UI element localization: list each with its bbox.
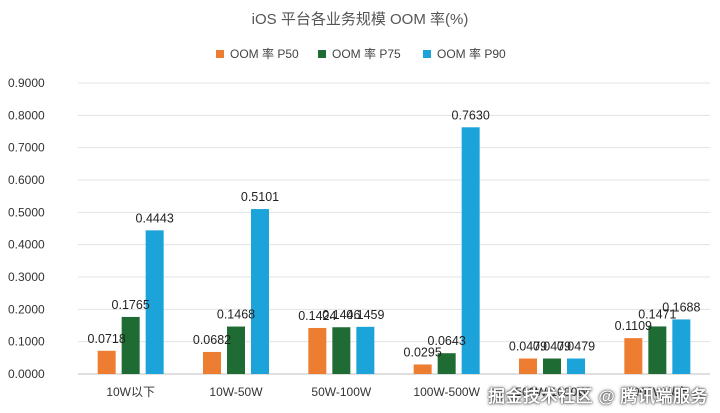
legend-swatch [423,50,431,58]
bar [227,326,245,374]
gridlines [78,82,710,375]
bar [648,326,667,374]
data-label: 0.7630 [452,108,490,122]
legend-item: OOM 率 P50 [216,46,299,61]
y-tick-label: 0.3000 [8,270,45,284]
chart-legend: OOM 率 P50 OOM 率 P75 OOM 率 P90 [216,46,506,61]
legend-item: OOM 率 P75 [318,46,401,61]
data-label: 0.1424 [298,309,336,323]
category-label: 2000W以上 [626,385,688,399]
y-tick-label: 0.4000 [8,238,45,252]
bar [543,358,561,374]
category-label: 10W-50W [209,385,263,399]
bar [437,353,456,374]
data-label: 0.4443 [136,211,174,225]
chart-title: iOS 平台各业务规模 OOM 率(%) [252,11,469,28]
y-tick-label: 0.0000 [8,367,45,381]
data-label: 0.0479 [533,340,571,354]
category-label: 100W-500W [413,385,480,399]
y-tick-label: 0.7000 [8,141,45,155]
data-labels: 0.0718 0.1765 0.4443 0.0682 0.1468 0.5101 0.14… [88,108,701,359]
bar [145,230,164,374]
legend-label: OOM 率 P90 [437,46,506,61]
y-tick-label: 0.5000 [8,205,45,219]
bar [203,351,221,374]
y-tick-label: 0.1000 [8,335,45,349]
x-axis-categories: 10W以下 10W-50W 50W-100W 100W-500W 500W-1000W 2… [106,385,688,399]
data-label: 0.0479 [509,340,547,354]
bar [624,338,643,374]
data-label: 0.1468 [217,308,255,322]
bar [121,316,140,374]
bar [332,327,351,374]
y-tick-label: 0.8000 [8,108,45,122]
data-label: 0.1471 [638,307,676,321]
data-label: 0.0718 [88,332,126,346]
y-tick-label: 0.2000 [8,302,45,316]
bars-group [97,127,691,375]
data-label: 0.0682 [193,333,231,347]
data-label: 0.0479 [557,340,595,354]
legend-label: OOM 率 P50 [230,46,299,61]
legend-swatch [318,50,326,58]
bar [461,127,480,375]
watermark-text: 掘金技术社区 @ 腾讯端服务 [487,387,708,406]
y-tick-label: 0.6000 [8,173,45,187]
data-label: 0.1459 [346,308,384,322]
category-label: 10W以下 [106,385,155,399]
data-label: 0.0643 [428,334,466,348]
legend-item: OOM 率 P90 [423,46,506,61]
category-label: 500W-1000W [515,385,589,399]
bar [672,319,691,374]
data-label: 0.1109 [615,319,652,333]
bar [97,350,116,374]
bar [413,364,432,374]
bar [356,326,375,374]
legend-swatch [216,50,224,58]
data-label: 0.1446 [322,308,360,322]
bar [251,209,269,374]
data-label: 0.0295 [404,345,442,359]
y-tick-label: 0.9000 [8,76,45,90]
y-axis-ticks: 0.0000 0.1000 0.2000 0.3000 0.4000 0.5000 0.60… [8,76,45,381]
bar [567,358,585,374]
data-label: 0.1688 [662,300,700,314]
data-label: 0.5101 [241,190,279,204]
bar [308,327,327,374]
data-label: 0.1765 [112,298,150,312]
category-label: 50W-100W [311,385,371,399]
legend-label: OOM 率 P75 [332,46,401,61]
bar [519,358,537,374]
